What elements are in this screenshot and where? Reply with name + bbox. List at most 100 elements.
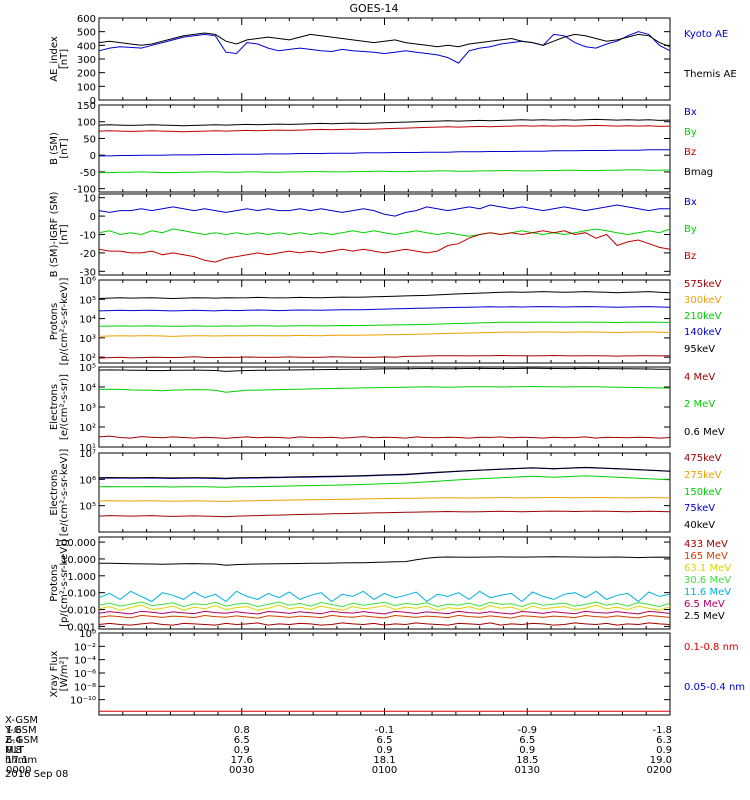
y-tick-label: 10¹: [79, 443, 96, 454]
y-axis-label: Protons: [49, 303, 60, 340]
y-tick-label: 10⁴: [79, 383, 96, 394]
y-tick-label: 10⁵: [79, 502, 96, 513]
y-tick-label: 10: [83, 194, 96, 205]
y-tick-label: 500: [77, 28, 96, 39]
panel-3: -30 -20 -10 0 10 B (SM)-IGRF (SM) [nT] Bx By Bz: [49, 192, 697, 279]
y-tick-label: 50: [83, 134, 96, 145]
series-line: [98, 604, 671, 611]
ephemeris-value: 0.9: [519, 745, 535, 756]
legend-entry: 210keV: [684, 311, 722, 322]
series-line: [98, 556, 671, 566]
plot-title: GOES-14: [349, 2, 398, 15]
series-line: [98, 475, 671, 488]
series-line: [98, 622, 671, 626]
series-line: [98, 291, 671, 300]
legend-entry: 11.6 MeV: [684, 587, 731, 598]
panel-8: 10⁰ 10⁻² 10⁻⁴ 10⁻⁶ 10⁻⁸ 10⁻¹⁰ Xray Flux [W/m²] 0…: [49, 629, 745, 716]
ephemeris-value: 6.5: [377, 735, 393, 746]
legend-entry: Kyoto AE: [684, 29, 728, 40]
series-line: [98, 510, 671, 518]
ephemeris-label: MLT: [5, 745, 25, 756]
series-line: [98, 385, 671, 393]
y-tick-label: 0.010: [67, 606, 96, 617]
series-line: [98, 466, 671, 479]
y-tick-label: 0.001: [67, 622, 96, 633]
legend-entry: 275keV: [684, 470, 722, 481]
y-tick-label: 200: [77, 69, 96, 80]
series-line: [98, 321, 671, 327]
series-line: [99, 169, 671, 174]
y-tick-label: 100: [77, 82, 96, 93]
y-tick-label: 10⁵: [79, 363, 96, 374]
y-tick-label: -100: [73, 185, 96, 196]
legend-entry: 2.5 MeV: [684, 611, 725, 622]
y-tick-label: 100.000: [55, 538, 96, 549]
legend-entry: 150keV: [684, 487, 722, 498]
ephemeris-value: 0030: [229, 765, 254, 776]
series-line: [98, 32, 671, 48]
ephemeris-value: 0100: [372, 765, 397, 776]
panel-frame: [98, 279, 671, 364]
legend-entry: 40keV: [684, 520, 715, 531]
series-line: [98, 496, 671, 502]
ephemeris-value: -0.1: [375, 725, 395, 736]
y-tick-label: 10⁴: [79, 315, 96, 326]
series-line: [98, 306, 671, 312]
series-line: [98, 610, 671, 615]
y-tick-label: 0: [90, 96, 96, 107]
legend-entry: 95keV: [684, 344, 715, 355]
y-tick-label: 400: [77, 41, 96, 52]
y-tick-label: -30: [80, 267, 96, 278]
y-axis-label: Electrons: [49, 469, 60, 515]
y-axis-label: B (SM)-IGRF (SM): [49, 192, 60, 278]
panel-frame: [98, 17, 671, 101]
y-tick-label: 10.000: [61, 555, 96, 566]
legend-entry: 75keV: [684, 503, 715, 514]
y-tick-label: 150: [77, 101, 96, 112]
ephemeris-value: 0000: [6, 765, 31, 776]
y-tick-label: 10⁻¹⁰: [70, 696, 96, 707]
y-tick-label: 600: [77, 14, 96, 25]
y-axis-label: [e/(cm²-s-sr)]: [59, 374, 70, 440]
ephemeris-label: hhmm: [5, 755, 37, 766]
ephemeris-value: 19.0: [650, 755, 672, 766]
y-axis-label: Electrons: [49, 384, 60, 430]
y-tick-label: 10⁻⁴: [74, 656, 96, 667]
y-tick-label: 10²: [79, 423, 96, 434]
ephemeris-value: 6.5: [519, 735, 535, 746]
series-line: [98, 354, 671, 359]
ephemeris-value: 6.4: [6, 735, 22, 746]
legend-entry: 4 MeV: [684, 372, 715, 383]
ephemeris-value: 17.1: [6, 755, 28, 766]
legend-entry: Themis AE: [683, 69, 737, 80]
series-line: [98, 367, 671, 372]
ephemeris-value: 0.8: [6, 745, 22, 756]
legend-entry: 6.5 MeV: [684, 599, 725, 610]
ephemeris-value: 17.6: [231, 755, 253, 766]
legend-entry: 0.05-0.4 nm: [684, 682, 745, 693]
legend-entry: 63.1 MeV: [684, 563, 731, 574]
ephemeris-value: -0.9: [517, 725, 537, 736]
y-tick-label: 10⁻⁸: [74, 682, 96, 693]
y-tick-label: 10⁰: [79, 629, 96, 640]
y-axis-label: [p/(cm²-s-sr-keV)]: [59, 278, 70, 366]
panel-frame: [98, 366, 671, 448]
series-line: [98, 435, 671, 439]
y-tick-label: -50: [80, 168, 96, 179]
legend-entry: Bz: [684, 147, 696, 158]
panel-7: 0.001 0.010 0.100 1.000 10.000 100.000 Protons…: [49, 536, 731, 633]
series-line: [98, 118, 671, 127]
ephemeris-label: Z-GSM: [5, 735, 38, 746]
series-line: [98, 230, 671, 263]
legend-entry: 2 MeV: [684, 399, 715, 410]
panel-frame: [98, 632, 671, 716]
series-line: [98, 590, 671, 603]
ephemeris-value: 0.8: [234, 725, 250, 736]
legend-entry: 575keV: [684, 279, 722, 290]
y-tick-label: 10³: [79, 334, 96, 345]
y-axis-label: B (SM): [49, 132, 60, 165]
panel-5: 10¹ 10² 10³ 10⁴ 10⁵ Electrons [e/(cm²-s-sr)] 4 …: [49, 363, 725, 454]
y-tick-label: -20: [80, 249, 96, 260]
ephemeris-value: -1.8: [652, 725, 672, 736]
